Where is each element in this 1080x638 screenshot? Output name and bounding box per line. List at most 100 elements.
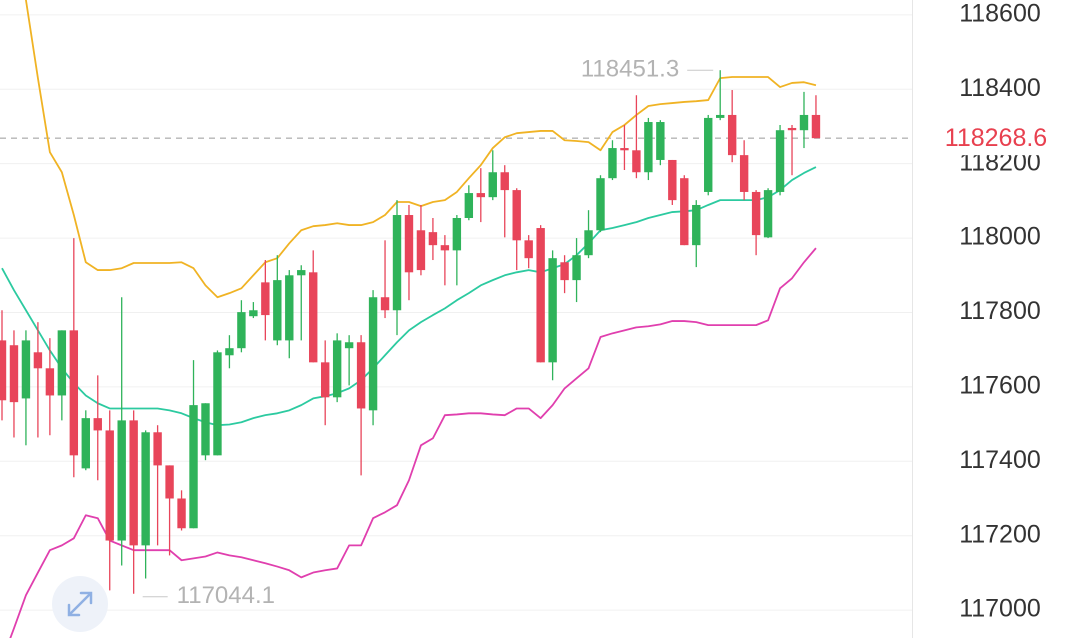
candle (644, 117, 653, 181)
candle (476, 168, 485, 223)
candle-body (356, 342, 366, 409)
candle (356, 335, 366, 476)
candle-body (560, 262, 569, 281)
candle (9, 330, 19, 438)
candle (57, 330, 67, 421)
candle (165, 465, 174, 556)
candle-body (213, 352, 222, 456)
y-tick-label: 117200 (959, 520, 1041, 548)
candle-body (129, 420, 138, 546)
candle-body (428, 232, 438, 246)
candle (153, 425, 162, 546)
candle (775, 124, 785, 196)
candle (237, 300, 246, 353)
candle (141, 430, 150, 579)
candle-body (309, 272, 318, 363)
candle-body (572, 255, 581, 281)
y-tick-label: 117000 (959, 595, 1041, 623)
candle-body (584, 230, 593, 256)
candle (488, 150, 497, 201)
candle-body (452, 217, 462, 251)
candle-body (620, 148, 629, 151)
candle (0, 310, 7, 421)
candle-body (45, 368, 55, 396)
candle (739, 140, 749, 201)
candle-body (189, 405, 198, 529)
candle-body (668, 159, 677, 201)
candle (105, 410, 114, 591)
candle-body (476, 193, 485, 198)
candle-body (105, 430, 114, 541)
candle-body (596, 178, 605, 231)
candle (548, 250, 557, 381)
candle (81, 410, 90, 471)
candle (704, 114, 713, 196)
candle-body (608, 148, 617, 179)
candle-body (69, 330, 79, 456)
y-tick-label: 117800 (959, 297, 1041, 325)
candle-body (368, 297, 378, 411)
candle-body (225, 348, 234, 356)
candle (536, 225, 545, 363)
candle-body (380, 297, 390, 311)
candle-body (739, 155, 749, 192)
candle-body (177, 498, 186, 529)
candle (572, 238, 581, 303)
candle (332, 333, 342, 403)
plot-area: 118451.3 117044.1 (0, 0, 821, 638)
last-price-bg (930, 121, 1070, 156)
candle (692, 200, 701, 268)
y-tick-label: 118000 (959, 223, 1041, 251)
candle (261, 260, 270, 341)
candle-body (763, 190, 773, 238)
candle-body (261, 282, 270, 316)
candle-body (237, 312, 246, 349)
candle-body (404, 215, 414, 273)
candle-body (464, 193, 474, 218)
candle (464, 185, 474, 221)
candle (440, 235, 450, 286)
candle-body (141, 432, 150, 546)
candle (716, 70, 725, 121)
candle-body (344, 342, 354, 349)
candle-body (512, 190, 521, 241)
candle-body (273, 280, 282, 341)
candle-body (320, 362, 330, 398)
candle (668, 159, 677, 205)
y-tick-label: 118400 (959, 74, 1041, 102)
candle (656, 120, 665, 166)
candle (380, 240, 390, 319)
candle (799, 91, 809, 149)
candle-body (9, 345, 19, 403)
candle (500, 165, 509, 238)
candle-body (285, 275, 294, 341)
candle-body (165, 465, 174, 499)
candle (297, 265, 306, 341)
band-line (24, 0, 817, 299)
expand-button[interactable] (52, 576, 108, 632)
candle-body (416, 230, 426, 271)
candle (117, 297, 126, 566)
candle-body (716, 114, 725, 118)
candle (344, 335, 354, 386)
candle-body (692, 204, 701, 246)
candle-body (656, 122, 665, 160)
candle-body (727, 114, 737, 156)
candle (727, 90, 737, 163)
candle-body (117, 420, 126, 541)
candle-body (775, 130, 785, 192)
candle (33, 322, 43, 438)
candle (584, 210, 593, 259)
candle-body (524, 240, 533, 259)
candle (416, 204, 426, 276)
candle (189, 360, 198, 529)
candle-body (57, 330, 67, 396)
candle (512, 188, 521, 271)
candle (524, 235, 533, 269)
candle (763, 188, 773, 239)
candle-body (0, 340, 7, 401)
candle-body (751, 191, 761, 236)
candle-body (548, 258, 557, 363)
